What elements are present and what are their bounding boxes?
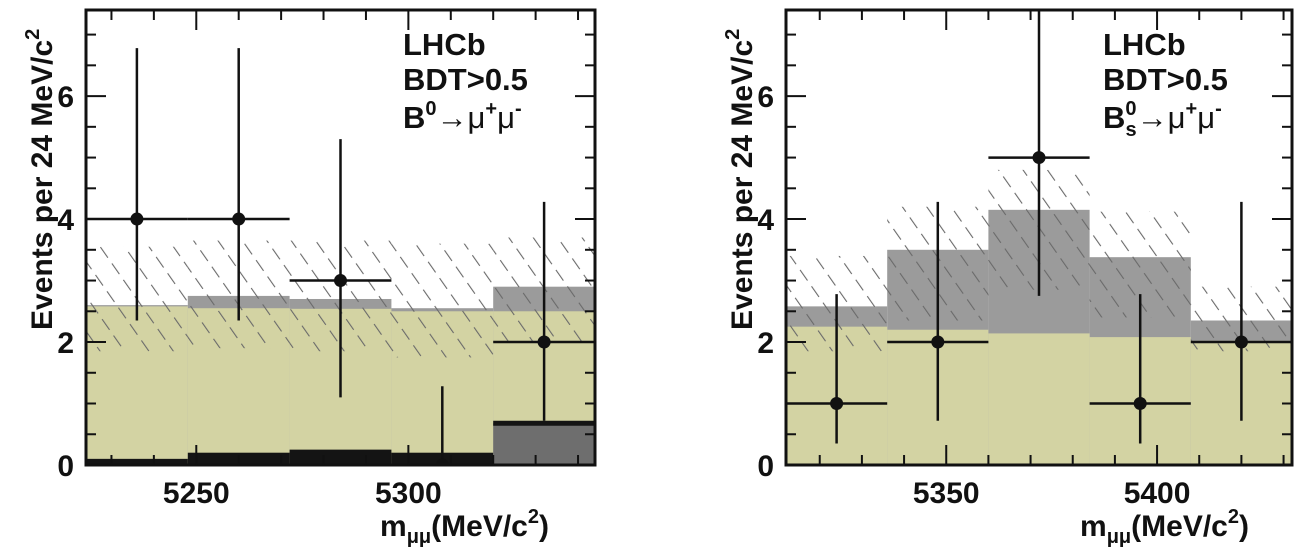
right-decay-sub: s <box>1126 119 1137 141</box>
left-ylabel-main: Events per 24 MeV/c <box>26 40 59 330</box>
left-xlabel-main: m <box>380 510 407 543</box>
right-y-axis-label: Events per 24 MeV/c2 <box>722 29 759 330</box>
right-decay-sup: 0 <box>1125 98 1136 120</box>
right-decay-arrow: → <box>1137 100 1168 135</box>
left-axes: 0 2 4 6 5250 5300 <box>57 10 595 510</box>
right-xtick-label-5400: 5400 <box>1124 477 1191 510</box>
right-ylabel-sup: 2 <box>722 29 744 40</box>
right-xlabel-main: m <box>1080 510 1107 543</box>
left-ytick-label-0: 0 <box>57 450 74 483</box>
left-ytick-label-4: 4 <box>57 204 74 237</box>
left-signal-bar-2 <box>289 449 392 465</box>
left-x-axis-label: mμμ(MeV/c2) <box>380 506 549 547</box>
left-decay-mu2-sup: - <box>515 98 522 120</box>
left-xlabel-close: ) <box>539 510 549 543</box>
left-decay-mu2: μ <box>497 100 515 135</box>
right-bg-comb-bar-2 <box>988 333 1090 465</box>
right-decay-mu2-sup: - <box>1215 98 1222 120</box>
right-legend-text: LHCb BDT>0.5 B0 s→μ+μ- <box>1103 27 1228 141</box>
right-xlabel-sub: μμ <box>1107 526 1131 547</box>
left-decay-mu1: μ <box>468 100 486 135</box>
left-data-point-1 <box>187 48 290 321</box>
right-decay-mu2: μ <box>1197 100 1215 135</box>
right-xtick-label-5350: 5350 <box>913 477 980 510</box>
left-frame <box>84 8 597 467</box>
right-anno-lhcb: LHCb <box>1103 27 1186 62</box>
left-xtick-label-5300: 5300 <box>375 477 442 510</box>
right-ylabel-main: Events per 24 MeV/c <box>726 40 759 330</box>
left-marker-2 <box>334 274 347 288</box>
left-decay-arrow: → <box>437 100 468 135</box>
right-ytick-label-0: 0 <box>757 450 774 483</box>
right-axes: 0 2 4 6 5350 5400 <box>757 10 1292 510</box>
right-plot-area <box>786 10 1292 465</box>
right-decay-mu1-sup: + <box>1186 98 1198 120</box>
right-ytick-label-6: 6 <box>757 81 774 114</box>
right-marker-0 <box>830 397 844 411</box>
right-marker-1 <box>931 335 945 349</box>
left-marker-0 <box>130 212 144 226</box>
right-marker-2 <box>1032 151 1046 165</box>
right-data-point-2 <box>988 10 1090 296</box>
right-anno-decay: B0 s→μ+μ- <box>1103 98 1222 141</box>
left-anno-decay: B0→μ+μ- <box>403 98 522 135</box>
right-x-axis-label: mμμ(MeV/c2) <box>1080 506 1249 547</box>
right-data-point-3 <box>1089 294 1191 444</box>
right-frame <box>784 8 1294 467</box>
left-legend-text: LHCb BDT>0.5 B0→μ+μ- <box>403 27 528 135</box>
left-plot-area <box>86 48 595 465</box>
left-anno-lhcb: LHCb <box>403 27 486 62</box>
right-ytick-label-4: 4 <box>757 204 774 237</box>
left-data-point-2 <box>289 139 392 398</box>
left-ytick-label-6: 6 <box>57 81 74 114</box>
right-decay-mu1: μ <box>1168 100 1186 135</box>
left-y-axis-label: Events per 24 MeV/c2 <box>22 29 59 330</box>
left-marker-1 <box>232 212 246 226</box>
right-xlabel-open: (MeV/c <box>1131 510 1228 543</box>
left-marker-3 <box>435 458 449 465</box>
right-anno-bdt: BDT>0.5 <box>1103 62 1228 97</box>
right-xlabel-close: ) <box>1239 510 1249 543</box>
left-ylabel-sup: 2 <box>22 29 44 40</box>
left-uncertainty-band-3 <box>391 243 494 358</box>
left-signal-bar-4 <box>493 423 595 465</box>
right-data-point-1 <box>887 201 989 421</box>
left-decay-b: B <box>403 100 425 135</box>
right-data-point-0 <box>786 294 888 444</box>
left-xtick-label-5250: 5250 <box>163 477 230 510</box>
left-signal-bar-0 <box>86 458 188 465</box>
left-xlabel-open: (MeV/c <box>431 510 528 543</box>
left-marker-4 <box>537 335 551 349</box>
left-decay-mu1-sup: + <box>485 98 497 120</box>
right-decay-b: B <box>1103 100 1125 135</box>
right-marker-4 <box>1234 335 1248 349</box>
left-anno-bdt: BDT>0.5 <box>403 62 528 97</box>
left-xlabel-sub: μμ <box>407 526 431 547</box>
left-xlabel-sup: 2 <box>528 506 539 528</box>
right-xlabel-sup: 2 <box>1228 506 1239 528</box>
left-decay-sup: 0 <box>425 98 436 120</box>
right-ytick-label-2: 2 <box>757 327 774 360</box>
left-data-point-3 <box>391 386 494 465</box>
left-ytick-label-2: 2 <box>57 327 74 360</box>
right-marker-3 <box>1133 397 1147 411</box>
